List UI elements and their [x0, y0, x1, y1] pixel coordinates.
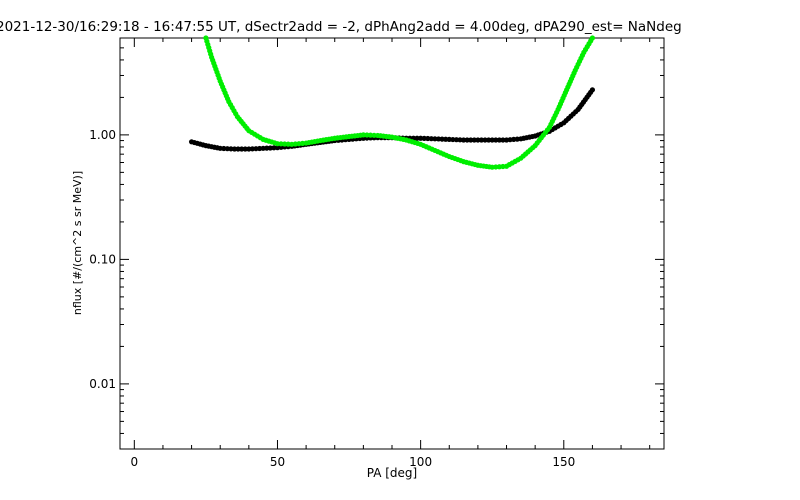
series-dot	[208, 51, 214, 57]
data-point	[489, 137, 495, 143]
series-dot	[400, 136, 407, 143]
series-2	[203, 35, 596, 170]
series-dot	[554, 109, 560, 116]
x-tick-label: 100	[409, 455, 432, 469]
series-dot	[558, 121, 564, 128]
series-dot	[428, 136, 434, 142]
y-tick-label: 1.00	[89, 128, 116, 142]
series-dot	[235, 146, 241, 152]
x-tick-label: 150	[552, 455, 575, 469]
series-dot	[272, 140, 278, 146]
series-dot	[415, 140, 421, 147]
series-dot	[216, 75, 222, 81]
series-dot	[285, 141, 291, 147]
series-dot	[244, 125, 250, 131]
series-dot	[329, 136, 335, 142]
x-tick-label: 0	[130, 455, 138, 469]
series-dot	[544, 127, 551, 133]
series-dot	[562, 90, 569, 96]
y-tick-label: 0.01	[89, 377, 116, 391]
series-dot	[468, 137, 474, 143]
series-dot	[515, 157, 521, 163]
axis-ticks	[120, 37, 664, 450]
series-dot	[343, 134, 349, 140]
series-dot	[357, 132, 364, 138]
series-dot	[478, 137, 485, 143]
series-dot	[493, 137, 499, 143]
series-dot	[588, 38, 594, 44]
series-dot	[458, 157, 464, 164]
series-dot	[514, 136, 520, 142]
series-dot	[233, 111, 239, 117]
series-dot	[457, 137, 463, 143]
data-point	[475, 137, 481, 143]
x-axis-label: PA [deg]	[367, 466, 417, 480]
series-dot	[579, 52, 586, 58]
series-dot	[214, 145, 220, 151]
series-dot	[314, 138, 321, 144]
data-series	[188, 35, 596, 170]
series-dot	[530, 145, 536, 151]
series-1	[188, 87, 596, 152]
series-dot	[464, 137, 470, 143]
series-dot	[486, 164, 492, 170]
series-dot	[242, 146, 248, 152]
series-dot	[239, 146, 245, 152]
series-dot	[443, 136, 449, 142]
series-dot	[256, 145, 263, 152]
series-dot	[228, 146, 234, 152]
series-dot	[529, 133, 535, 140]
plot-frame	[119, 37, 665, 450]
series-dot	[500, 163, 506, 170]
series-dot	[482, 137, 488, 143]
series-dot	[500, 137, 506, 143]
axis-tick-labels: 0 50 100 150 0.01 0.10 1.00	[89, 128, 575, 469]
y-tick-label: 0.10	[89, 252, 116, 266]
series-dot	[414, 135, 420, 141]
series-dot	[588, 89, 594, 95]
chart-title: 2021-12-30/16:29:18 - 16:47:55 UT, dSect…	[0, 19, 682, 35]
series-dot	[224, 96, 231, 102]
series-dot	[471, 137, 477, 143]
series-dot	[443, 152, 449, 158]
series-dot	[386, 134, 392, 140]
series-dot	[200, 142, 206, 148]
series-dot	[299, 140, 306, 146]
series-dot	[429, 146, 435, 152]
series-dot	[573, 109, 579, 115]
series-dot	[472, 161, 478, 168]
y-axis-label: nflux [#/(cm^2 s sr MeV)]	[71, 171, 84, 315]
series-dot	[496, 137, 502, 143]
series-dot	[371, 132, 377, 138]
series-dot	[257, 135, 263, 141]
series-dot	[271, 145, 277, 151]
series-dot	[486, 137, 492, 143]
x-tick-label: 50	[270, 455, 285, 469]
series-dot	[571, 70, 577, 76]
